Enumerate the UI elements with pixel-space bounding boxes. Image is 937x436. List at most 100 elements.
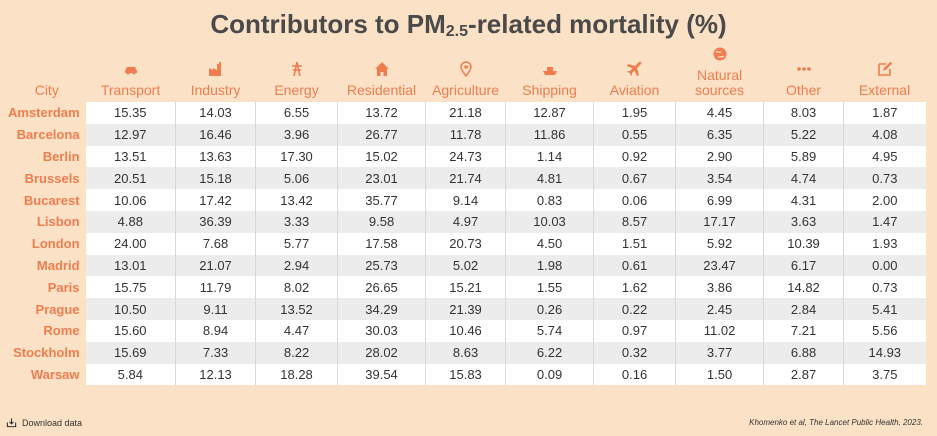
city-name: Prague [8, 298, 86, 320]
table-row: London 24.00 7.68 5.77 17.58 20.73 4.50 1.51 5.9… [8, 232, 926, 255]
table-cell: 6.22 [505, 341, 595, 364]
table-cell: 8.94 [175, 319, 257, 342]
table-cell: 10.03 [505, 210, 595, 233]
table-cell: 0.73 [843, 167, 926, 190]
table-row: Stockholm 15.69 7.33 8.22 28.02 8.63 6.22 0.32 3… [8, 341, 926, 364]
table-cell: 15.35 [85, 102, 177, 124]
city-name: Amsterdam [8, 102, 86, 124]
table-cell: 10.39 [763, 232, 845, 255]
table-cell: 4.97 [425, 210, 507, 233]
globe-icon [676, 46, 764, 64]
table-cell: 13.51 [85, 145, 177, 168]
column-label: Residential [346, 82, 417, 98]
table-cell: 12.87 [505, 102, 595, 124]
table-cell: 3.75 [843, 363, 926, 386]
table-row: Lisbon 4.88 36.39 3.33 9.58 4.97 10.03 8.57 17.1… [8, 210, 926, 233]
table-cell: 4.08 [843, 123, 926, 146]
car-icon [86, 61, 176, 79]
table-cell: 14.03 [175, 102, 257, 124]
city-name: London [8, 232, 86, 255]
table-cell: 0.06 [593, 189, 677, 211]
table-cell: 15.02 [337, 145, 427, 168]
table-cell: 15.21 [425, 276, 507, 299]
table-cell: 6.35 [675, 123, 765, 146]
table-cell: 12.13 [175, 363, 257, 386]
download-label: Download data [22, 417, 83, 428]
table-cell: 0.73 [843, 276, 926, 299]
table-cell: 15.18 [175, 167, 257, 190]
table-cell: 0.26 [505, 298, 595, 320]
table-cell: 18.28 [255, 363, 339, 386]
table-cell: 39.54 [337, 363, 427, 386]
table-row: Brussels 20.51 15.18 5.06 23.01 21.74 4.81 0.67… [8, 167, 926, 190]
table-cell: 4.88 [85, 210, 177, 233]
header-row: City Transport Industry Energy Residential Ag… [8, 46, 926, 102]
ship-icon [506, 61, 594, 79]
city-name: Rome [8, 319, 86, 342]
table-cell: 0.97 [593, 319, 677, 342]
table-cell: 10.50 [85, 298, 177, 320]
table-cell: 5.92 [675, 232, 765, 255]
table-cell: 1.47 [843, 210, 926, 233]
column-header-city: City [34, 82, 59, 98]
city-name: Barcelona [8, 123, 86, 146]
table-row: Berlin 13.51 13.63 17.30 15.02 24.73 1.14 0.92 2… [8, 145, 926, 168]
table-cell: 8.57 [593, 210, 677, 233]
column-label: External [858, 82, 911, 98]
table-cell: 0.83 [505, 189, 595, 211]
table-cell: 1.55 [505, 276, 595, 299]
table-cell: 8.02 [255, 276, 339, 299]
table-cell: 21.39 [425, 298, 507, 320]
download-data-link[interactable]: Download data [6, 417, 82, 428]
city-name: Berlin [8, 145, 86, 168]
table-cell: 5.77 [255, 232, 339, 255]
table-cell: 17.42 [175, 189, 257, 211]
table-cell: 0.22 [593, 298, 677, 320]
table-row: Prague 10.50 9.11 13.52 34.29 21.39 0.26 0.22 2.… [8, 298, 926, 320]
table-cell: 5.84 [85, 363, 177, 386]
table-cell: 0.55 [593, 123, 677, 146]
city-name: Lisbon [8, 210, 86, 233]
table-row: Rome 15.60 8.94 4.47 30.03 10.46 5.74 0.97 11.02… [8, 319, 926, 342]
table-cell: 0.00 [843, 254, 926, 277]
table-cell: 8.22 [255, 341, 339, 364]
table-cell: 1.51 [593, 232, 677, 255]
table-cell: 17.58 [337, 232, 427, 255]
column-label: Natural sources [695, 67, 745, 98]
chart-title: Contributors to PM2.5-related mortality … [0, 9, 937, 41]
table-cell: 2.45 [675, 298, 765, 320]
table-cell: 13.52 [255, 298, 339, 320]
table-cell: 6.17 [763, 254, 845, 277]
table-cell: 4.50 [505, 232, 595, 255]
table-cell: 5.02 [425, 254, 507, 277]
table-cell: 20.73 [425, 232, 507, 255]
table-cell: 2.00 [843, 189, 926, 211]
table-cell: 4.47 [255, 319, 339, 342]
table-cell: 2.84 [763, 298, 845, 320]
table-cell: 1.93 [843, 232, 926, 255]
download-icon [6, 418, 17, 428]
table-cell: 14.82 [763, 276, 845, 299]
table-cell: 9.14 [425, 189, 507, 211]
city-name: Stockholm [8, 341, 86, 364]
table-cell: 17.30 [255, 145, 339, 168]
city-name: Paris [8, 276, 86, 299]
column-label: Industry [190, 82, 241, 98]
table-cell: 13.72 [337, 102, 427, 124]
table-cell: 20.51 [85, 167, 177, 190]
map-pin-icon [426, 61, 506, 79]
table-cell: 35.77 [337, 189, 427, 211]
table-cell: 28.02 [337, 341, 427, 364]
table-cell: 4.74 [763, 167, 845, 190]
column-header-residential: Residential [338, 46, 426, 102]
table-cell: 1.14 [505, 145, 595, 168]
table-cell: 3.54 [675, 167, 765, 190]
table-cell: 5.74 [505, 319, 595, 342]
table-cell: 0.16 [593, 363, 677, 386]
edit-icon [844, 61, 926, 79]
table-cell: 17.17 [675, 210, 765, 233]
column-label: Energy [274, 82, 319, 98]
table-cell: 3.63 [763, 210, 845, 233]
table-cell: 24.00 [85, 232, 177, 255]
table-cell: 0.67 [593, 167, 677, 190]
